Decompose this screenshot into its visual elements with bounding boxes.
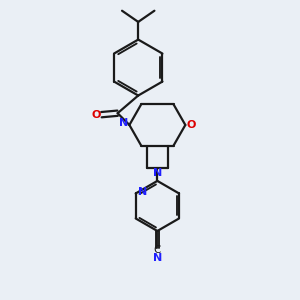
Text: O: O [187,120,196,130]
Text: N: N [137,187,147,197]
Text: O: O [92,110,101,120]
Text: N: N [153,168,162,178]
Text: C: C [154,245,161,255]
Text: N: N [119,118,129,128]
Text: N: N [153,253,162,263]
